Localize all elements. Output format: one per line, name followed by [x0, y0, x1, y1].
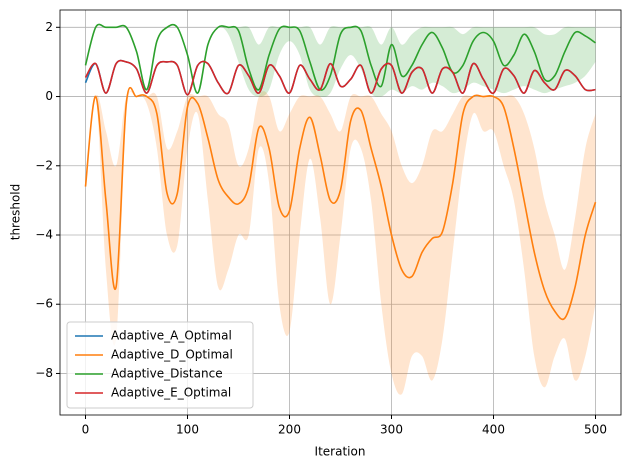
y-tick-label: −6 — [35, 297, 53, 311]
x-tick-label: 200 — [278, 423, 301, 437]
y-tick-label: −2 — [35, 158, 53, 172]
x-tick-label: 0 — [82, 423, 90, 437]
y-axis-label: threshold — [9, 184, 23, 241]
x-tick-label: 100 — [176, 423, 199, 437]
series-line — [84, 23, 596, 94]
y-tick-label: −8 — [35, 366, 53, 380]
y-tick-label: 0 — [45, 89, 53, 103]
legend-label: Adaptive_A_Optimal — [111, 329, 232, 343]
plot-area — [84, 23, 597, 395]
y-tick-label: −4 — [35, 228, 53, 242]
x-tick-label: 500 — [584, 423, 607, 437]
legend-box — [66, 321, 254, 409]
series-line — [84, 59, 596, 96]
x-tick-label: 300 — [380, 423, 403, 437]
x-tick-label: 400 — [482, 423, 505, 437]
plot-frame — [59, 9, 622, 416]
legend-label: Adaptive_E_Optimal — [111, 386, 231, 400]
series-line — [84, 86, 597, 321]
x-axis-label: Iteration — [315, 445, 366, 459]
legend-label: Adaptive_D_Optimal — [111, 348, 233, 362]
y-tick-label: 2 — [45, 20, 53, 34]
confidence-band — [85, 90, 596, 395]
legend-label: Adaptive_Distance — [111, 367, 223, 381]
